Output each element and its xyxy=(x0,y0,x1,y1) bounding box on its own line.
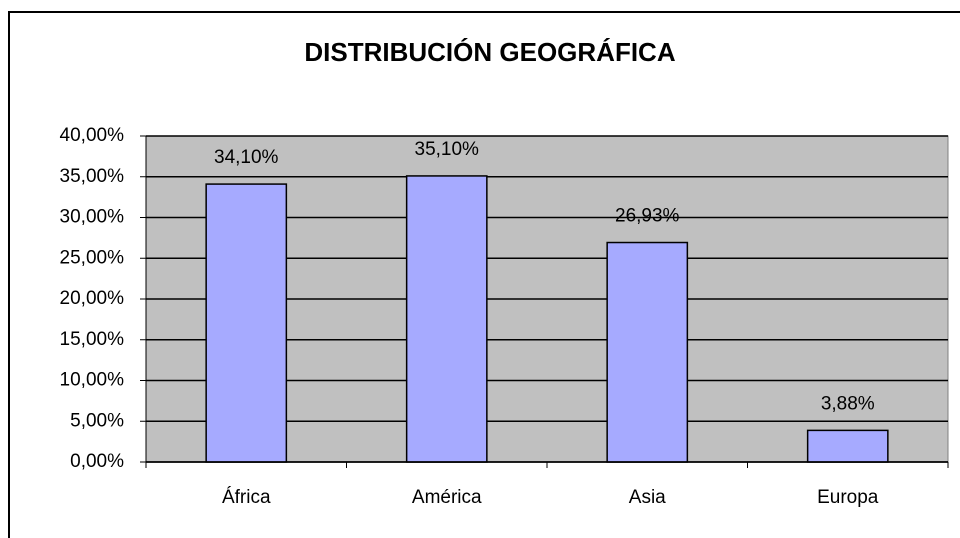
x-tick-label: América xyxy=(412,487,482,508)
y-tick-label: 20,00% xyxy=(60,288,125,309)
y-tick-label: 35,00% xyxy=(60,166,125,187)
x-tick-label: África xyxy=(222,487,271,508)
y-tick-label: 0,00% xyxy=(70,451,124,472)
y-tick-label: 25,00% xyxy=(60,247,125,268)
bar xyxy=(806,429,889,463)
data-label: 35,10% xyxy=(415,139,480,160)
data-label: 3,88% xyxy=(821,393,875,414)
data-label: 26,93% xyxy=(615,206,680,227)
y-tick-label: 15,00% xyxy=(60,329,125,350)
y-tick-label: 5,00% xyxy=(70,410,124,431)
chart-title: DISTRIBUCIÓN GEOGRÁFICA xyxy=(304,37,675,67)
y-tick-label: 30,00% xyxy=(60,207,125,228)
y-tick-label: 40,00% xyxy=(60,125,125,146)
bar xyxy=(405,175,488,463)
y-tick-label: 10,00% xyxy=(60,370,125,391)
x-tick-label: Europa xyxy=(817,487,879,508)
x-tick-label: Asia xyxy=(629,487,666,508)
data-label: 34,10% xyxy=(214,147,279,168)
bar xyxy=(205,183,288,463)
bar xyxy=(606,241,689,463)
